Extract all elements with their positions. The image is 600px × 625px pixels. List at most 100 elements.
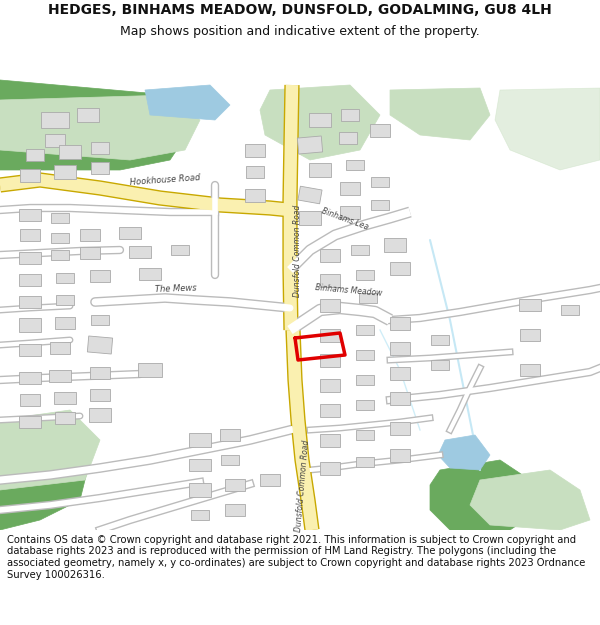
Polygon shape bbox=[356, 270, 374, 280]
Text: Contains OS data © Crown copyright and database right 2021. This information is : Contains OS data © Crown copyright and d… bbox=[7, 535, 586, 579]
Polygon shape bbox=[26, 149, 44, 161]
Polygon shape bbox=[390, 341, 410, 354]
Polygon shape bbox=[438, 435, 490, 470]
Polygon shape bbox=[320, 379, 340, 391]
Polygon shape bbox=[91, 142, 109, 154]
Polygon shape bbox=[356, 325, 374, 335]
Polygon shape bbox=[80, 247, 100, 259]
Polygon shape bbox=[346, 160, 364, 170]
Polygon shape bbox=[41, 112, 69, 128]
Polygon shape bbox=[320, 354, 340, 366]
Polygon shape bbox=[298, 136, 323, 154]
Polygon shape bbox=[19, 416, 41, 428]
Polygon shape bbox=[320, 329, 340, 341]
Polygon shape bbox=[91, 315, 109, 325]
Polygon shape bbox=[189, 483, 211, 497]
Polygon shape bbox=[430, 460, 540, 530]
Text: Binhams Lea: Binhams Lea bbox=[320, 207, 369, 232]
Polygon shape bbox=[245, 189, 265, 201]
Polygon shape bbox=[320, 404, 340, 416]
Polygon shape bbox=[359, 293, 377, 303]
Polygon shape bbox=[225, 504, 245, 516]
Polygon shape bbox=[220, 429, 240, 441]
Polygon shape bbox=[145, 85, 230, 120]
Polygon shape bbox=[221, 455, 239, 465]
Polygon shape bbox=[138, 363, 162, 377]
Polygon shape bbox=[20, 229, 40, 241]
Polygon shape bbox=[390, 261, 410, 274]
Polygon shape bbox=[19, 274, 41, 286]
Polygon shape bbox=[519, 299, 541, 311]
Polygon shape bbox=[561, 305, 579, 315]
Polygon shape bbox=[356, 375, 374, 385]
Polygon shape bbox=[139, 268, 161, 280]
Polygon shape bbox=[191, 510, 209, 520]
Polygon shape bbox=[55, 412, 75, 424]
Polygon shape bbox=[299, 211, 321, 225]
Polygon shape bbox=[19, 372, 41, 384]
Polygon shape bbox=[51, 250, 69, 260]
Polygon shape bbox=[390, 316, 410, 329]
Polygon shape bbox=[390, 366, 410, 379]
Polygon shape bbox=[90, 270, 110, 282]
Text: HEDGES, BINHAMS MEADOW, DUNSFOLD, GODALMING, GU8 4LH: HEDGES, BINHAMS MEADOW, DUNSFOLD, GODALM… bbox=[48, 3, 552, 17]
Polygon shape bbox=[59, 145, 81, 159]
Polygon shape bbox=[431, 335, 449, 345]
Polygon shape bbox=[495, 88, 600, 170]
Polygon shape bbox=[19, 209, 41, 221]
Polygon shape bbox=[339, 132, 357, 144]
Polygon shape bbox=[56, 295, 74, 305]
Polygon shape bbox=[470, 470, 590, 530]
Polygon shape bbox=[225, 479, 245, 491]
Text: Hookhouse Road: Hookhouse Road bbox=[130, 173, 201, 187]
Polygon shape bbox=[320, 434, 340, 446]
Text: Dunsfold Common Road: Dunsfold Common Road bbox=[295, 439, 311, 532]
Polygon shape bbox=[356, 430, 374, 440]
Polygon shape bbox=[309, 113, 331, 127]
Text: Map shows position and indicative extent of the property.: Map shows position and indicative extent… bbox=[120, 25, 480, 38]
Polygon shape bbox=[0, 80, 190, 170]
Polygon shape bbox=[19, 318, 41, 332]
Polygon shape bbox=[88, 336, 113, 354]
Polygon shape bbox=[90, 367, 110, 379]
Polygon shape bbox=[189, 459, 211, 471]
Polygon shape bbox=[56, 273, 74, 283]
Polygon shape bbox=[77, 108, 99, 122]
Polygon shape bbox=[119, 227, 141, 239]
Polygon shape bbox=[340, 206, 360, 219]
Polygon shape bbox=[320, 461, 340, 474]
Polygon shape bbox=[89, 408, 111, 422]
Polygon shape bbox=[320, 274, 340, 286]
Polygon shape bbox=[90, 389, 110, 401]
Text: Dunsfold Common Road: Dunsfold Common Road bbox=[293, 205, 302, 298]
Polygon shape bbox=[50, 342, 70, 354]
Polygon shape bbox=[51, 213, 69, 223]
Polygon shape bbox=[19, 252, 41, 264]
Polygon shape bbox=[340, 181, 360, 194]
Polygon shape bbox=[390, 421, 410, 434]
Polygon shape bbox=[371, 177, 389, 187]
Polygon shape bbox=[370, 124, 390, 136]
Polygon shape bbox=[54, 392, 76, 404]
Polygon shape bbox=[54, 165, 76, 179]
Polygon shape bbox=[51, 233, 69, 243]
Polygon shape bbox=[371, 200, 389, 210]
Polygon shape bbox=[0, 410, 100, 490]
Polygon shape bbox=[55, 317, 75, 329]
Polygon shape bbox=[171, 245, 189, 255]
Polygon shape bbox=[320, 249, 340, 261]
Text: Binhams Meadow: Binhams Meadow bbox=[315, 283, 383, 298]
Polygon shape bbox=[20, 169, 40, 181]
Polygon shape bbox=[245, 144, 265, 156]
Polygon shape bbox=[45, 134, 65, 146]
Polygon shape bbox=[20, 394, 40, 406]
Polygon shape bbox=[351, 245, 369, 255]
Polygon shape bbox=[260, 474, 280, 486]
Polygon shape bbox=[384, 238, 406, 252]
Polygon shape bbox=[49, 370, 71, 382]
Polygon shape bbox=[520, 364, 540, 376]
Polygon shape bbox=[0, 430, 90, 530]
Text: The Mews: The Mews bbox=[155, 284, 197, 294]
Polygon shape bbox=[91, 162, 109, 174]
Polygon shape bbox=[356, 350, 374, 360]
